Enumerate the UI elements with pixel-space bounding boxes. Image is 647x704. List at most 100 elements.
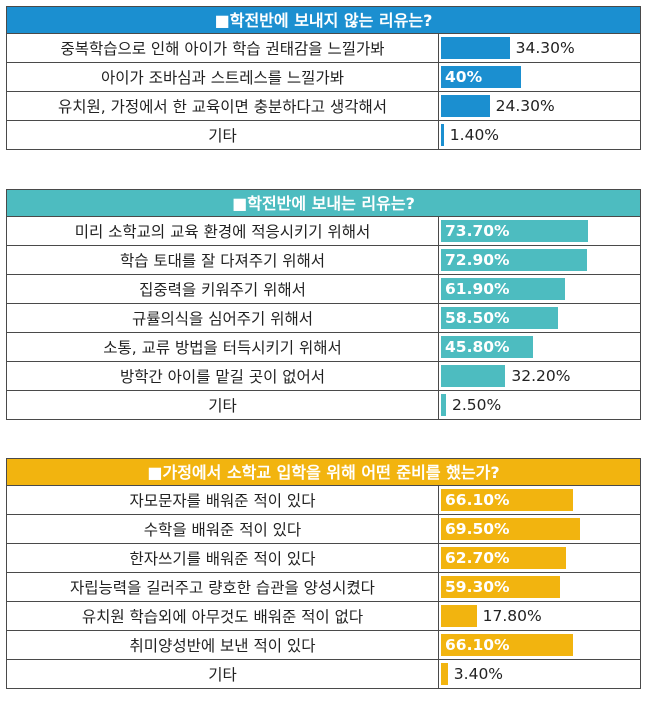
bar (441, 249, 587, 271)
bar-cell: 34.30% (439, 34, 640, 62)
bar-cell: 66.10% (439, 486, 640, 514)
value-label: 62.70% (445, 549, 510, 567)
category-label: 기타 (7, 660, 439, 688)
category-label: 취미양성반에 보낸 적이 있다 (7, 631, 439, 659)
value-label: 1.40% (449, 126, 500, 144)
category-label: 자모문자를 배워준 적이 있다 (7, 486, 439, 514)
category-label: 아이가 조바심과 스트레스를 느낄가봐 (7, 63, 439, 91)
chart-section-home-preparation: ■가정에서 소학교 입학을 위해 어떤 준비를 했는가? 자모문자를 배워준 적… (6, 458, 641, 689)
bar (441, 605, 477, 627)
bar-cell: 1.40% (439, 121, 640, 149)
bar-row: 자모문자를 배워준 적이 있다 66.10% (7, 486, 640, 515)
bar-cell: 62.70% (439, 544, 640, 572)
value-label: 24.30% (495, 97, 555, 115)
bar-cell: 3.40% (439, 660, 640, 688)
bar-cell: 58.50% (439, 304, 640, 332)
bar (441, 37, 510, 59)
bar-cell: 40% (439, 63, 640, 91)
category-label: 규률의식을 심어주기 위해서 (7, 304, 439, 332)
section-title: ■학전반에 보내지 않는 리유는? (6, 6, 641, 34)
value-label: 73.70% (445, 222, 510, 240)
value-label: 17.80% (482, 607, 542, 625)
bar-cell: 24.30% (439, 92, 640, 120)
bar-row: 규률의식을 심어주기 위해서 58.50% (7, 304, 640, 333)
category-label: 자립능력을 길러주고 량호한 습관을 양성시켰다 (7, 573, 439, 601)
value-label: 69.50% (445, 520, 510, 538)
bar-row: 학습 토대를 잘 다져주기 위해서 72.90% (7, 246, 640, 275)
bar-cell: 72.90% (439, 246, 640, 274)
bar (441, 634, 574, 656)
bar-row: 자립능력을 길러주고 량호한 습관을 양성시켰다 59.30% (7, 573, 640, 602)
category-label: 집중력을 키워주기 위해서 (7, 275, 439, 303)
value-label: 45.80% (445, 338, 510, 356)
category-label: 유치원 학습외에 아무것도 배워준 적이 없다 (7, 602, 439, 630)
bar (441, 66, 521, 88)
bar-table: 중복학습으로 인해 아이가 학습 권태감을 느낄가봐 34.30% 아이가 조바심과… (6, 34, 641, 150)
value-label: 66.10% (445, 491, 510, 509)
bar-row: 기타 2.50% (7, 391, 640, 420)
bar-table: 미리 소학교의 교육 환경에 적응시키기 위해서 73.70% 학습 토대를 잘 다… (6, 217, 641, 420)
bar (441, 336, 533, 358)
bar-row: 중복학습으로 인해 아이가 학습 권태감을 느낄가봐 34.30% (7, 34, 640, 63)
category-label: 수학을 배워준 적이 있다 (7, 515, 439, 543)
value-label: 59.30% (445, 578, 510, 596)
bar (441, 489, 574, 511)
section-title: ■학전반에 보내는 리유는? (6, 189, 641, 217)
category-label: 기타 (7, 121, 439, 149)
value-label: 72.90% (445, 251, 510, 269)
bar (441, 547, 567, 569)
value-label: 32.20% (511, 367, 571, 385)
category-label: 유치원, 가정에서 한 교육이면 충분하다고 생각해서 (7, 92, 439, 120)
bar-cell: 17.80% (439, 602, 640, 630)
bar-row: 취미양성반에 보낸 적이 있다 66.10% (7, 631, 640, 660)
bar (441, 278, 565, 300)
value-label: 58.50% (445, 309, 510, 327)
value-label: 40% (445, 68, 483, 86)
value-label: 61.90% (445, 280, 510, 298)
bar-row: 소통, 교류 방법을 터득시키기 위해서 45.80% (7, 333, 640, 362)
bar-row: 한자쓰기를 배워준 적이 있다 62.70% (7, 544, 640, 573)
bar-cell: 32.20% (439, 362, 640, 390)
value-label: 3.40% (453, 665, 504, 683)
category-label: 방학간 아이를 맡길 곳이 없어서 (7, 362, 439, 390)
bar-cell: 2.50% (439, 391, 640, 419)
category-label: 미리 소학교의 교육 환경에 적응시키기 위해서 (7, 217, 439, 245)
bar (441, 576, 560, 598)
category-label: 중복학습으로 인해 아이가 학습 권태감을 느낄가봐 (7, 34, 439, 62)
bar (441, 95, 490, 117)
bar-cell: 59.30% (439, 573, 640, 601)
bar-row: 유치원, 가정에서 한 교육이면 충분하다고 생각해서 24.30% (7, 92, 640, 121)
category-label: 소통, 교류 방법을 터득시키기 위해서 (7, 333, 439, 361)
category-label: 한자쓰기를 배워준 적이 있다 (7, 544, 439, 572)
bar (441, 307, 558, 329)
category-label: 기타 (7, 391, 439, 419)
bar-cell: 69.50% (439, 515, 640, 543)
section-title: ■가정에서 소학교 입학을 위해 어떤 준비를 했는가? (6, 458, 641, 486)
bar (441, 365, 506, 387)
bar-row: 유치원 학습외에 아무것도 배워준 적이 없다 17.80% (7, 602, 640, 631)
value-label: 66.10% (445, 636, 510, 654)
bar-row: 기타 3.40% (7, 660, 640, 689)
bar-row: 방학간 아이를 맡길 곳이 없어서 32.20% (7, 362, 640, 391)
chart-section-reasons-not-sending: ■학전반에 보내지 않는 리유는? 중복학습으로 인해 아이가 학습 권태감을 … (6, 6, 641, 150)
bar (441, 663, 448, 685)
bar-row: 기타 1.40% (7, 121, 640, 150)
chart-section-reasons-sending: ■학전반에 보내는 리유는? 미리 소학교의 교육 환경에 적응시키기 위해서 7… (6, 189, 641, 420)
bar (441, 518, 580, 540)
value-label: 34.30% (515, 39, 575, 57)
bar-cell: 66.10% (439, 631, 640, 659)
bar-cell: 45.80% (439, 333, 640, 361)
bar-row: 집중력을 키워주기 위해서 61.90% (7, 275, 640, 304)
bar (441, 124, 444, 146)
bar-cell: 73.70% (439, 217, 640, 245)
bar-cell: 61.90% (439, 275, 640, 303)
bar-row: 아이가 조바심과 스트레스를 느낄가봐 40% (7, 63, 640, 92)
category-label: 학습 토대를 잘 다져주기 위해서 (7, 246, 439, 274)
value-label: 2.50% (452, 396, 502, 414)
bar-row: 수학을 배워준 적이 있다 69.50% (7, 515, 640, 544)
bar (441, 394, 446, 416)
bar (441, 220, 589, 242)
bar-table: 자모문자를 배워준 적이 있다 66.10% 수학을 배워준 적이 있다 69.50%… (6, 486, 641, 689)
bar-row: 미리 소학교의 교육 환경에 적응시키기 위해서 73.70% (7, 217, 640, 246)
